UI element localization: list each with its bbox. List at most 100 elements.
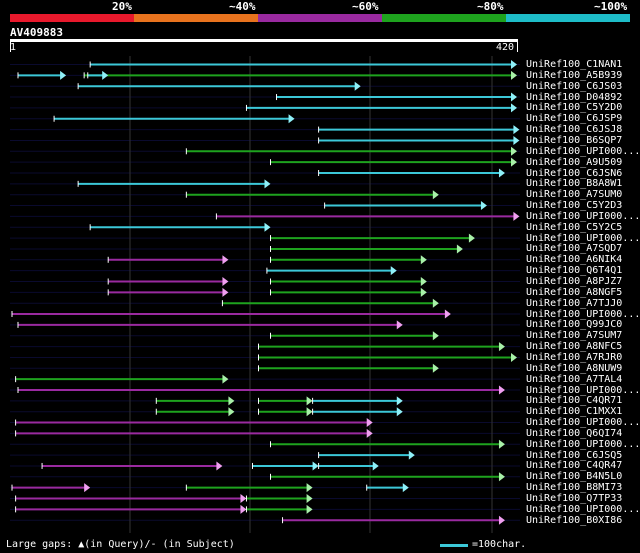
hsp-arrowhead [511,146,517,156]
hit-label[interactable]: UniRef100_UPI000... [526,232,640,244]
hsp-arrowhead [354,81,361,91]
hit-label[interactable]: UniRef100_Q6T4Q1 [526,265,623,277]
hit-label[interactable]: UniRef100_Q99JC0 [526,319,623,331]
hit-label[interactable]: UniRef100_Q6QI74 [526,427,623,439]
hsp-arrowhead [498,439,505,449]
hit-label[interactable]: UniRef100_A6NIK4 [526,254,623,266]
query-accession: AV409883 [10,26,63,39]
hit-label[interactable]: UniRef100_UPI000... [526,438,640,450]
hsp-arrowhead [240,504,247,514]
hit-label[interactable]: UniRef100_A5B939 [526,69,623,81]
ruler-end-label: 420 [496,42,515,53]
hit-label[interactable]: UniRef100_C1MXX1 [526,406,623,418]
hsp-arrowhead [396,396,403,406]
hsp-arrowhead [432,363,439,373]
hsp-arrowhead [306,483,313,493]
hit-label[interactable]: UniRef100_A8NFC5 [526,341,623,353]
hit-label[interactable]: UniRef100_C1NAN1 [526,59,623,70]
hsp-arrowhead [396,320,403,330]
legend-label: ~80% [477,0,504,13]
hit-label[interactable]: UniRef100_A7SUM7 [526,330,623,342]
hit-label[interactable]: UniRef100_C4QR71 [526,395,623,407]
hit-label[interactable]: UniRef100_UPI000... [526,210,640,222]
hit-label[interactable]: UniRef100_Q7TP33 [526,493,623,504]
hit-label[interactable]: UniRef100_A7RJR0 [526,351,623,363]
hsp-arrowhead [222,277,229,286]
hit-label[interactable]: UniRef100_A8NGF5 [526,286,623,298]
hit-label[interactable]: UniRef100_UPI000... [526,308,640,320]
hsp-arrowhead [60,70,67,80]
hsp-arrowhead [366,428,373,438]
scale-label: =100char. [472,539,527,550]
ruler-end-tick [517,42,518,52]
hsp-arrowhead [432,190,439,200]
legend-label: ~40% [229,0,256,13]
hit-label[interactable]: UniRef100_D04892 [526,91,623,103]
hsp-arrowhead [240,494,247,503]
hit-label[interactable]: UniRef100_B6SQP7 [526,134,623,146]
hit-label[interactable]: UniRef100_C5Y2D0 [526,102,623,114]
hsp-arrowhead [468,233,475,243]
legend-swatch [382,14,506,22]
hit-label[interactable]: UniRef100_UPI000... [526,417,640,429]
hit-label[interactable]: UniRef100_A9U509 [526,156,623,168]
hsp-arrowhead [513,125,520,135]
hsp-arrowhead [306,504,313,514]
legend-swatch [506,14,630,22]
hit-label[interactable]: UniRef100_UPI000... [526,384,640,396]
legend-label: 20% [112,0,132,13]
hsp-arrowhead [102,70,109,80]
hit-label[interactable]: UniRef100_C6JSJ8 [526,124,623,136]
hsp-arrowhead [511,103,517,113]
hit-label[interactable]: UniRef100_UPI000... [526,503,640,515]
hsp-arrowhead [511,92,517,102]
hit-label[interactable]: UniRef100_UPI000... [526,145,640,157]
hsp-arrowhead [420,255,427,265]
hsp-arrowhead [513,211,520,221]
hsp-arrowhead [264,179,271,189]
hit-label[interactable]: UniRef100_A8PJZ7 [526,276,623,287]
hsp-arrowhead [511,157,517,167]
hit-label[interactable]: UniRef100_A8NUW9 [526,362,623,374]
hsp-arrowhead [511,60,517,69]
hit-label[interactable]: UniRef100_C6JS03 [526,80,623,92]
scale-bar [440,544,468,547]
hit-label[interactable]: UniRef100_B0XI86 [526,514,623,526]
hsp-arrowhead [216,461,223,471]
hit-label[interactable]: UniRef100_A7TJJ0 [526,297,623,309]
hit-label[interactable]: UniRef100_B8MI73 [526,482,623,494]
hsp-arrowhead [498,385,505,395]
hsp-arrowhead [511,352,517,362]
hsp-arrowhead [84,483,91,493]
hsp-arrowhead [312,461,319,471]
ruler-start-label: 1 [10,42,17,53]
hit-label[interactable]: UniRef100_C4QR47 [526,460,623,472]
hsp-arrowhead [511,70,517,80]
hit-label[interactable]: UniRef100_A7SQD7 [526,243,623,255]
hit-label[interactable]: UniRef100_C6JSN6 [526,167,623,179]
hsp-arrowhead [306,494,313,503]
hsp-arrowhead [390,266,397,276]
hsp-arrowhead [432,331,439,341]
hsp-arrowhead [366,418,373,428]
hsp-arrowhead [288,114,295,124]
hit-label[interactable]: UniRef100_A7TAL4 [526,373,623,385]
hsp-arrowhead [444,309,451,319]
hsp-arrowhead [402,483,409,493]
gaps-legend: Large gaps: ▲(in Query)/- (in Subject) [6,539,235,550]
hit-label[interactable]: UniRef100_C6JSP9 [526,113,623,125]
query-ruler [10,39,518,42]
hsp-arrowhead [420,277,427,286]
hsp-arrowhead [228,396,235,406]
hit-label[interactable]: UniRef100_C6JSQ5 [526,449,623,461]
hsp-arrowhead [498,472,505,482]
hsp-arrowhead [306,396,313,406]
hsp-arrowhead [456,244,463,254]
hit-label[interactable]: UniRef100_C5Y2C5 [526,221,623,233]
hit-label[interactable]: UniRef100_C5Y2D3 [526,200,623,212]
hit-label[interactable]: UniRef100_B4N5L0 [526,471,623,483]
hit-label[interactable]: UniRef100_A7SUM0 [526,189,623,201]
hsp-arrowhead [222,287,229,297]
hit-label[interactable]: UniRef100_B8A8W1 [526,178,623,190]
